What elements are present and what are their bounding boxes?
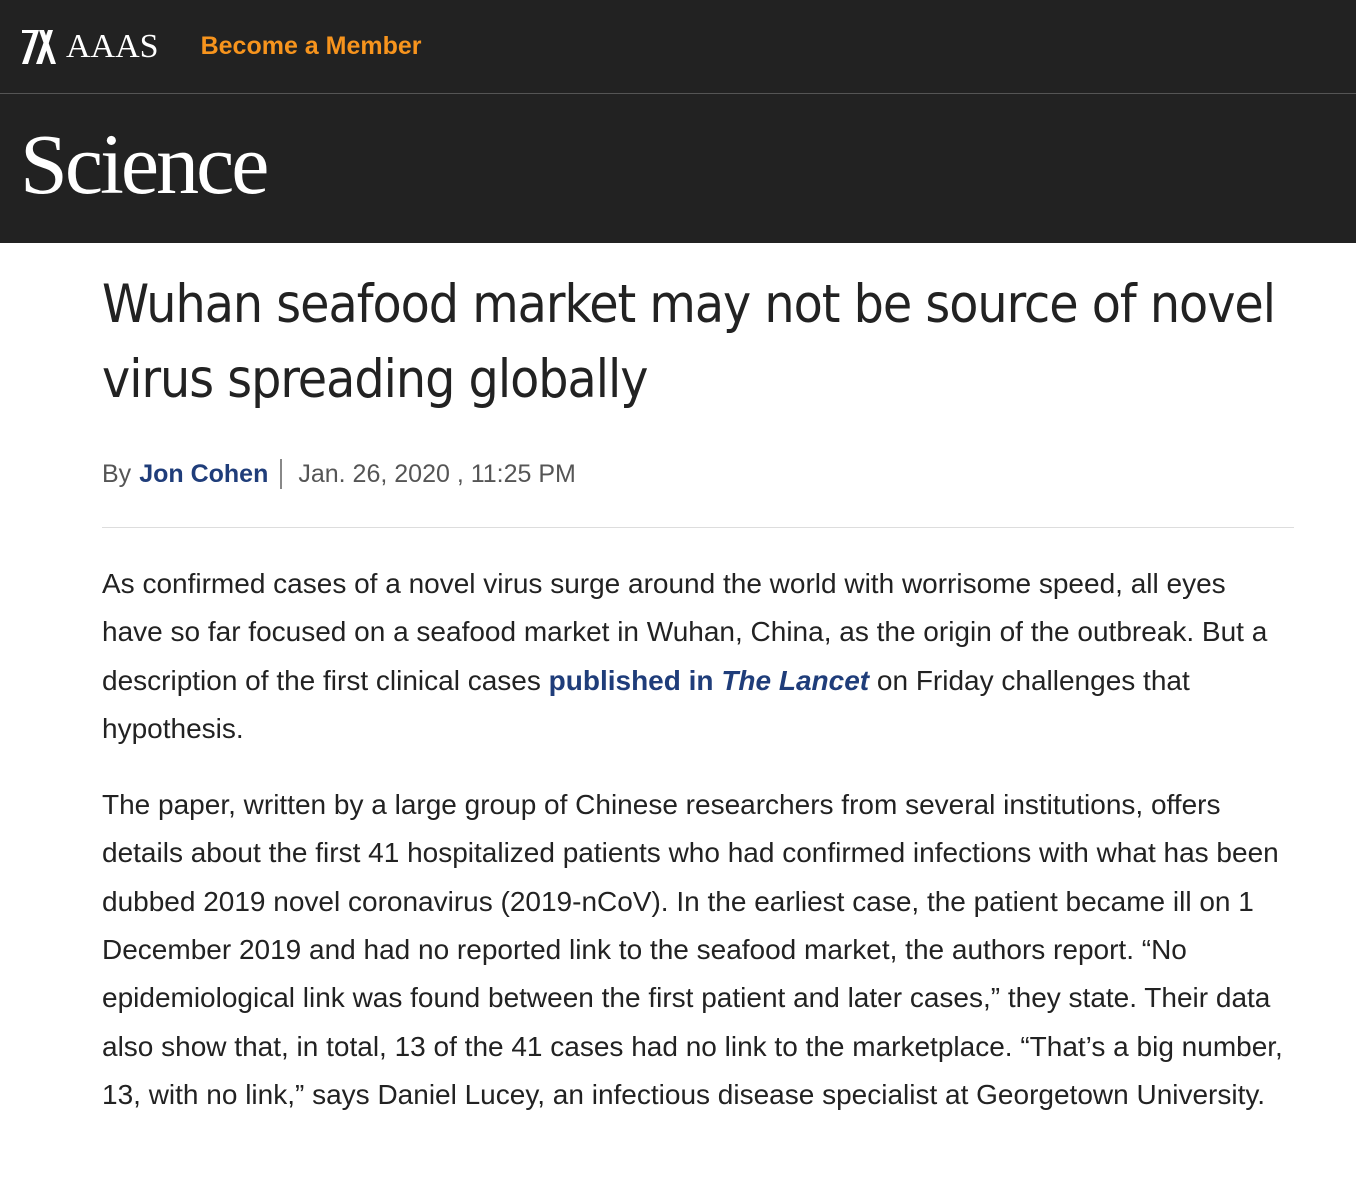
article-headline: Wuhan seafood market may not be source o…	[102, 274, 1276, 410]
article-paragraph-2: The paper, written by a large group of C…	[102, 789, 1283, 1110]
top-bar: AAAS Become a Member	[0, 0, 1356, 94]
paragraph-1-text-after: on Friday challenges that hypothesis.	[102, 664, 1190, 744]
aaas-logo-text: AAAS	[66, 27, 159, 65]
become-member-link[interactable]: Become a Member	[200, 32, 422, 60]
byline-divider	[102, 527, 1294, 528]
aaas-logo[interactable]: AAAS	[22, 27, 159, 65]
science-logo[interactable]: Science	[20, 115, 269, 212]
author-link[interactable]: Jon Cohen	[139, 459, 269, 488]
article-paragraph-1: As confirmed cases of a novel virus surg…	[102, 560, 1294, 753]
masthead: Science	[0, 94, 1356, 243]
byline-separator	[280, 459, 283, 489]
lancet-link-text: published in	[548, 664, 722, 696]
lancet-link-journal: The Lancet	[721, 664, 870, 696]
byline-by: By	[102, 459, 132, 488]
aaas-mark-icon	[22, 29, 56, 64]
article: Wuhan seafood market may not be source o…	[0, 267, 1356, 1119]
publish-date: Jan. 26, 2020 , 11:25 PM	[298, 459, 576, 488]
paragraph-1-text-before: As confirmed cases of a novel virus surg…	[102, 568, 1268, 696]
lancet-link[interactable]: published in The Lancet	[549, 665, 869, 696]
byline: By Jon Cohen Jan. 26, 2020 , 11:25 PM	[102, 459, 1294, 489]
